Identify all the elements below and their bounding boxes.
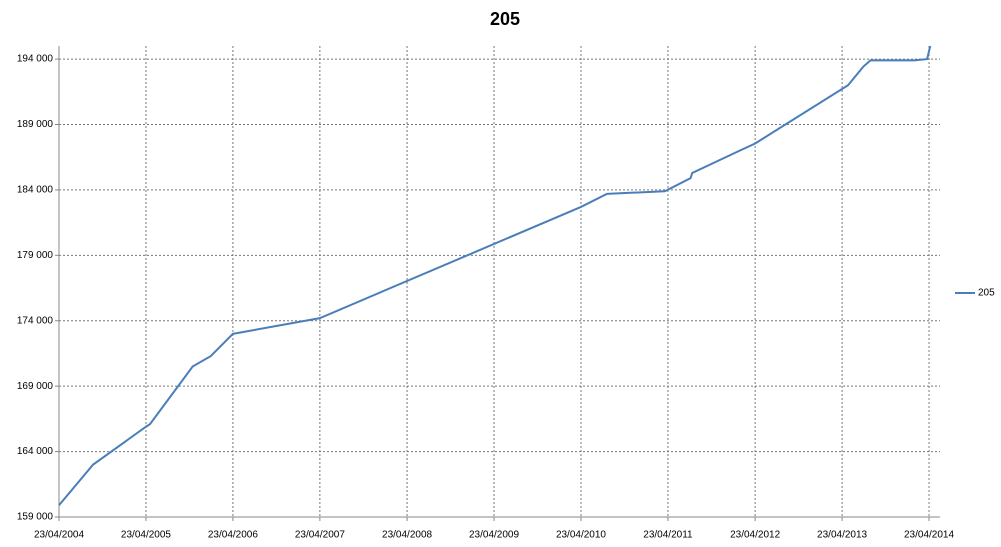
x-tick-label: 23/04/2008 — [382, 530, 432, 541]
y-tick-label: 184 000 — [17, 185, 54, 196]
x-tick-label: 23/04/2009 — [469, 530, 519, 541]
x-tick-label: 23/04/2007 — [295, 530, 345, 541]
y-tick-label: 159 000 — [17, 512, 54, 523]
x-tick-label: 23/04/2006 — [208, 530, 258, 541]
y-tick-label: 169 000 — [17, 381, 54, 392]
chart-title: 205 — [490, 9, 520, 29]
y-tick-label: 164 000 — [17, 446, 54, 457]
x-tick-label: 23/04/2011 — [643, 530, 693, 541]
y-tick-label: 179 000 — [17, 250, 54, 261]
legend-label: 205 — [978, 288, 995, 299]
x-tick-label: 23/04/2013 — [817, 530, 867, 541]
x-tick-label: 23/04/2005 — [121, 530, 171, 541]
x-tick-label: 23/04/2014 — [904, 530, 954, 541]
y-tick-label: 189 000 — [17, 119, 54, 130]
x-tick-label: 23/04/2012 — [730, 530, 780, 541]
data-line — [58, 45, 932, 506]
x-tick-label: 23/04/2004 — [34, 530, 84, 541]
y-tick-label: 194 000 — [17, 54, 54, 65]
x-tick-label: 23/04/2010 — [556, 530, 606, 541]
y-tick-label: 174 000 — [17, 315, 54, 326]
